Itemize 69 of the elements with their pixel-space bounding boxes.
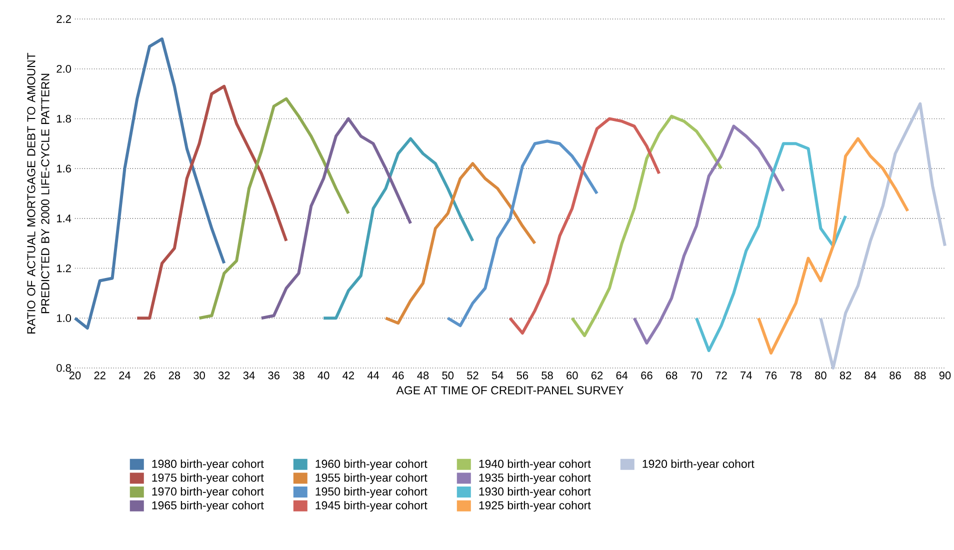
legend-label: 1925 birth-year cohort <box>479 500 591 512</box>
y-tick-label: 2.2 <box>56 15 71 23</box>
x-tick-label: 60 <box>566 372 578 380</box>
x-tick-label: 58 <box>542 372 553 380</box>
x-tick-label: 68 <box>666 372 678 380</box>
legend-label: 1970 birth-year cohort <box>152 487 264 498</box>
x-tick-label: 46 <box>392 372 404 380</box>
x-tick-label: 88 <box>914 372 926 380</box>
x-tick-label: 26 <box>144 372 156 380</box>
x-tick-label: 48 <box>417 372 429 380</box>
legend-label: 1945 birth-year cohort <box>316 500 428 512</box>
x-tick-label: 38 <box>293 372 304 380</box>
y-tick-label: 1.4 <box>57 214 72 222</box>
x-tick-label: 90 <box>939 372 951 380</box>
x-tick-label: 84 <box>864 372 876 380</box>
y-tick-label: 1.6 <box>57 164 71 172</box>
x-tick-label: 52 <box>467 372 478 380</box>
x-tick-label: 74 <box>740 372 752 380</box>
legend-label: 1920 birth-year cohort <box>642 459 754 470</box>
x-tick-label: 66 <box>641 372 652 380</box>
x-tick-label: 72 <box>716 372 727 380</box>
line-series <box>322 137 474 320</box>
line-series <box>74 37 226 330</box>
x-tick-label: 20 <box>69 372 81 380</box>
x-tick-label: 54 <box>492 372 504 380</box>
line-series <box>694 142 848 352</box>
legend-label: 1955 birth-year cohort <box>316 473 428 484</box>
x-tick-label: 82 <box>840 372 852 380</box>
x-tick-label: 34 <box>243 372 255 380</box>
x-tick-label: 28 <box>168 372 180 380</box>
line-series <box>260 117 412 320</box>
legend-label: 1975 birth-year cohort <box>152 473 264 484</box>
x-tick-label: 62 <box>591 372 603 380</box>
legend-label: 1935 birth-year cohort <box>479 473 591 484</box>
legend-label: 1950 birth-year cohort <box>316 487 428 498</box>
legend-label: 1940 birth-year cohort <box>479 459 591 470</box>
x-tick-label: 56 <box>516 372 528 380</box>
y-tick-label: 0.8 <box>56 364 71 372</box>
x-tick-label: 64 <box>616 372 628 380</box>
y-tick-label: 1.8 <box>57 114 71 123</box>
y-tick-label: 1.2 <box>57 264 71 272</box>
line-series <box>384 162 536 325</box>
legend-label: 1965 birth-year cohort <box>152 500 264 512</box>
x-tick-label: 40 <box>318 372 330 380</box>
line-series <box>570 114 723 338</box>
x-tick-label: 22 <box>94 372 106 380</box>
x-tick-label: 50 <box>442 372 454 380</box>
y-tick-label: 2.0 <box>56 64 72 73</box>
x-tick-label: 36 <box>268 372 280 380</box>
y-axis-title: RATIO OF ACTUAL MORTGAGE DEBT TO AMOUNT PREDICTED BY 2000 LIFE-CYCLE PATTERN <box>27 52 50 334</box>
legend-label: 1980 birth-year cohort <box>152 459 264 470</box>
line-series <box>198 97 350 320</box>
legend-label: 1960 birth-year cohort <box>316 459 428 470</box>
x-tick-label: 44 <box>367 372 380 380</box>
x-tick-label: 32 <box>218 372 230 380</box>
x-tick-label: 70 <box>690 372 702 380</box>
line-series <box>632 124 785 345</box>
legend-label: 1930 birth-year cohort <box>479 487 591 498</box>
line-series <box>446 140 598 328</box>
x-tick-label: 24 <box>119 372 130 380</box>
x-tick-label: 78 <box>790 372 802 380</box>
line-series <box>508 117 661 335</box>
x-tick-label: 76 <box>765 372 777 380</box>
y-tick-label: 1.0 <box>57 314 72 322</box>
x-tick-label: 80 <box>815 372 826 380</box>
x-tick-label: 42 <box>342 372 354 380</box>
x-axis-title: AGE AT TIME OF CREDIT-PANEL SURVEY <box>396 386 624 394</box>
x-tick-label: 30 <box>194 372 205 380</box>
x-tick-label: 86 <box>890 372 901 380</box>
